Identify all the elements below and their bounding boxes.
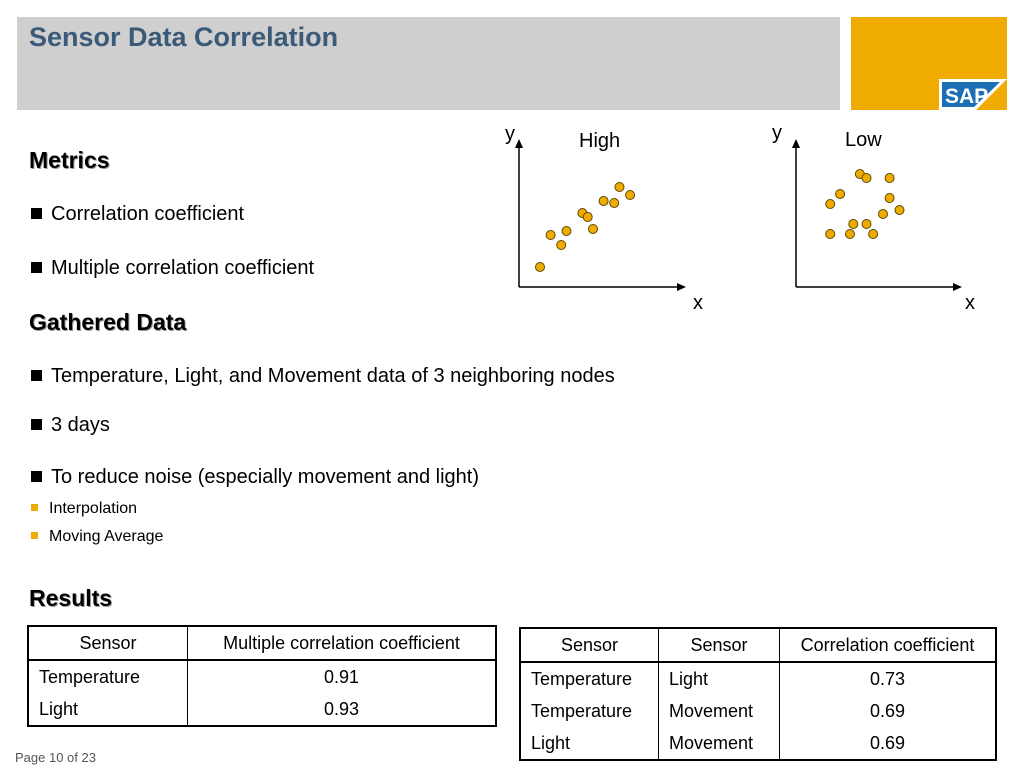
square-bullet-icon — [31, 504, 38, 511]
low-correlation-chart: y x Low — [772, 122, 975, 314]
table-row: Temperature Light 0.73 — [520, 662, 996, 695]
sap-logo: SAP — [939, 79, 1007, 110]
results-heading: Results — [29, 585, 113, 611]
sub-bullet-item: Moving Average — [31, 528, 163, 546]
square-bullet-icon — [31, 532, 38, 539]
table-cell: 0.69 — [779, 695, 996, 727]
table-cell: Temperature — [531, 668, 633, 689]
correlation-table: Sensor Sensor Correlation coefficient Te… — [519, 627, 997, 761]
scatter-point — [848, 219, 859, 229]
square-bullet-icon — [31, 419, 42, 430]
bullet-item: Correlation coefficient — [31, 203, 244, 226]
table-cell: 0.73 — [779, 662, 996, 695]
table-row: Light Movement 0.69 — [520, 727, 996, 760]
scatter-point — [598, 196, 609, 206]
scatter-point — [861, 173, 872, 183]
point-group — [535, 182, 636, 272]
column-header: Multiple correlation coefficient — [187, 626, 496, 661]
square-bullet-icon — [31, 471, 42, 482]
scatter-point — [861, 219, 872, 229]
scatter-point — [625, 190, 636, 200]
page-number: Page 10 of 23 — [15, 750, 96, 765]
x-axis-arrow-icon — [953, 283, 962, 291]
table-cell: Light — [531, 732, 571, 753]
scatter-point — [835, 189, 846, 199]
table-cell: Light — [658, 662, 780, 695]
bullet-text: Multiple correlation coefficient — [51, 257, 315, 279]
bullet-item: 3 days — [31, 414, 110, 437]
table-cell: Light — [39, 698, 79, 719]
high-correlation-chart: y x High — [505, 123, 703, 314]
bullet-item: Temperature, Light, and Movement data of… — [31, 365, 615, 388]
gathered-data-heading: Gathered Data — [29, 309, 187, 335]
scatter-point — [845, 229, 855, 239]
table-row: Light 0.93 — [28, 693, 496, 726]
table-cell: Movement — [658, 727, 780, 760]
square-bullet-icon — [31, 262, 42, 273]
table-cell: 0.93 — [187, 693, 496, 726]
x-axis-arrow-icon — [677, 283, 686, 291]
table-header-row: Sensor Multiple correlation coefficient — [28, 626, 496, 661]
sap-logo-text: SAP — [945, 85, 988, 108]
chart-title: High — [579, 130, 620, 152]
column-header: Sensor — [658, 628, 780, 663]
scatter-point — [609, 198, 620, 208]
header-band — [17, 17, 840, 110]
table-row: Temperature 0.91 — [28, 660, 496, 693]
bullet-text: To reduce noise (especially movement and… — [51, 466, 479, 488]
bullet-item: To reduce noise (especially movement and… — [31, 466, 479, 489]
scatter-point — [884, 193, 895, 203]
x-axis-label: x — [965, 292, 975, 314]
scatter-point — [561, 226, 572, 236]
x-axis-label: x — [693, 292, 703, 314]
sub-bullet-item: Interpolation — [31, 500, 137, 518]
scatter-point — [545, 230, 556, 240]
table-cell: Temperature — [531, 700, 633, 721]
page-title: Sensor Data Correlation — [29, 22, 339, 52]
scatter-point — [825, 199, 836, 209]
table-row: Temperature Movement 0.69 — [520, 695, 996, 727]
scatter-point — [588, 224, 598, 234]
bullet-text: Temperature, Light, and Movement data of… — [51, 365, 615, 387]
scatter-point — [535, 262, 545, 272]
point-group — [825, 169, 905, 239]
bullet-text: Correlation coefficient — [51, 203, 245, 225]
scatter-point — [614, 182, 625, 192]
scatter-point — [868, 229, 879, 239]
table-cell: Movement — [658, 695, 780, 727]
y-axis-arrow-icon — [515, 139, 523, 148]
chart-title: Low — [845, 129, 882, 151]
sub-bullet-text: Moving Average — [49, 528, 164, 545]
bullet-item: Multiple correlation coefficient — [31, 257, 314, 280]
y-axis-label: y — [505, 123, 515, 145]
square-bullet-icon — [31, 208, 42, 219]
column-header: Sensor — [28, 626, 188, 661]
table-cell: 0.91 — [187, 660, 496, 693]
scatter-point — [582, 212, 593, 222]
table-header-row: Sensor Sensor Correlation coefficient — [520, 628, 996, 663]
sub-bullet-text: Interpolation — [49, 500, 138, 517]
scatter-point — [556, 240, 567, 250]
scatter-point — [825, 229, 836, 239]
scatter-point — [878, 209, 888, 219]
table-cell: 0.69 — [779, 727, 996, 760]
metrics-heading: Metrics — [29, 147, 110, 173]
column-header: Sensor — [520, 628, 659, 663]
scatter-point — [884, 173, 895, 183]
scatter-point — [894, 205, 905, 215]
bullet-text: 3 days — [51, 414, 110, 436]
table-cell: Temperature — [39, 666, 141, 687]
y-axis-arrow-icon — [792, 139, 800, 148]
multiple-correlation-table: Sensor Multiple correlation coefficient … — [27, 625, 497, 727]
square-bullet-icon — [31, 370, 42, 381]
column-header: Correlation coefficient — [779, 628, 996, 663]
y-axis-label: y — [772, 122, 782, 144]
